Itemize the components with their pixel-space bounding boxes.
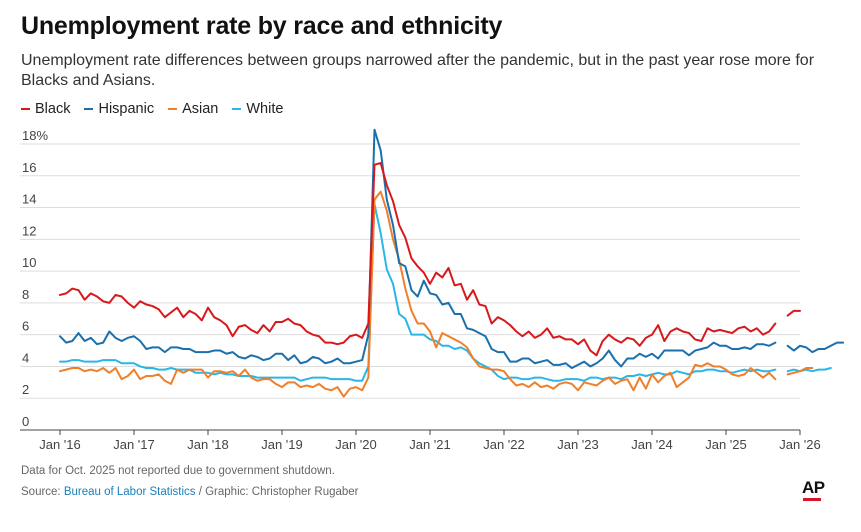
legend-swatch	[168, 108, 178, 110]
legend-swatch	[232, 108, 242, 110]
series-line-black	[59, 162, 801, 357]
source-line: Source: Bureau of Labor Statistics / Gra…	[21, 486, 359, 498]
source-credit: / Graphic: Christopher Rugaber	[195, 486, 359, 498]
y-tick-label: 4	[22, 350, 29, 365]
legend-label: Black	[35, 101, 71, 117]
source-prefix: Source:	[21, 486, 64, 498]
y-axis: 0 2 4 6 8 10 12 14 16 18%	[22, 128, 48, 429]
legend-label: Hispanic	[98, 101, 155, 117]
x-tick-label: Jan '24	[631, 437, 673, 452]
x-axis: Jan '16 Jan '17 Jan '18 Jan '19 Jan '20 Jan '…	[39, 430, 821, 452]
x-tick-label: Jan '20	[335, 437, 377, 452]
y-tick-label: 2	[22, 382, 29, 397]
y-tick-label: 18%	[22, 128, 48, 143]
chart-legend: Black Hispanic Asian White	[21, 101, 283, 117]
legend-item-black: Black	[21, 101, 70, 117]
series-line-asian	[59, 190, 814, 398]
x-tick-label: Jan '17	[113, 437, 155, 452]
y-tick-label: 14	[22, 192, 36, 207]
y-tick-label: 16	[22, 160, 36, 175]
ap-logo: AP	[802, 478, 825, 497]
legend-label: Asian	[182, 101, 219, 117]
legend-label: White	[246, 101, 284, 117]
series-line-hispanic	[59, 128, 845, 370]
legend-item-white: White	[232, 101, 283, 117]
grid-layer	[20, 143, 800, 431]
data-note: Data for Oct. 2025 not reported due to g…	[21, 465, 335, 477]
x-tick-label: Jan '21	[409, 437, 451, 452]
y-tick-label: 0	[22, 414, 29, 429]
y-tick-label: 8	[22, 287, 29, 302]
y-tick-label: 6	[22, 319, 29, 334]
legend-item-hispanic: Hispanic	[84, 101, 154, 117]
source-link[interactable]: Bureau of Labor Statistics	[63, 486, 196, 498]
legend-swatch	[21, 108, 30, 110]
chart-title: Unemployment rate by race and ethnicity	[21, 12, 503, 40]
x-tick-label: Jan '22	[483, 437, 525, 452]
legend-item-asian: Asian	[168, 101, 218, 117]
series-layer	[59, 128, 845, 398]
x-tick-label: Jan '26	[779, 437, 821, 452]
x-tick-label: Jan '16	[39, 437, 81, 452]
series-line-white	[59, 203, 832, 382]
x-tick-label: Jan '18	[187, 437, 229, 452]
legend-swatch	[84, 108, 94, 110]
ap-logo-underline	[803, 498, 821, 501]
x-tick-label: Jan '25	[705, 437, 747, 452]
x-tick-label: Jan '19	[261, 437, 303, 452]
y-tick-label: 10	[22, 255, 36, 270]
chart-subtitle: Unemployment rate differences between gr…	[21, 52, 815, 89]
x-tick-label: Jan '23	[557, 437, 599, 452]
y-tick-label: 12	[22, 223, 36, 238]
